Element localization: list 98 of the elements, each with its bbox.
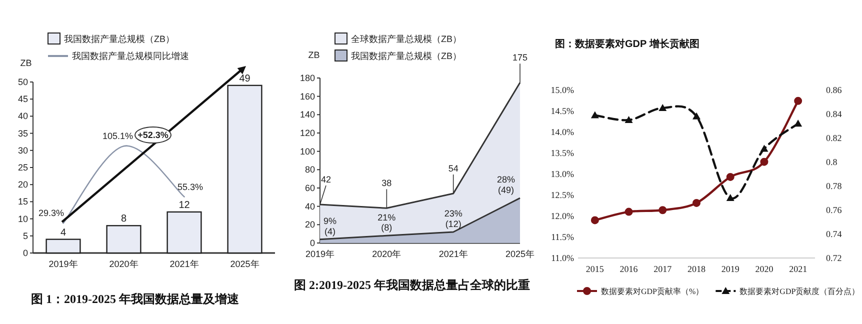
point xyxy=(726,172,734,181)
point xyxy=(692,112,700,120)
point xyxy=(658,206,667,214)
x-tick-label: 2017 xyxy=(654,264,672,274)
data-label: 12 xyxy=(178,200,190,211)
data-label: 175 xyxy=(512,52,528,63)
y2-tick-label: 0.76 xyxy=(826,205,842,215)
x-tick-label: 2025年 xyxy=(230,259,260,269)
y-tick-label: 10 xyxy=(18,214,28,224)
bar xyxy=(227,84,262,254)
y-tick-label: 35 xyxy=(18,128,28,138)
y-tick-label: 45 xyxy=(18,94,28,104)
bar xyxy=(166,211,202,254)
y2-tick-label: 0.8 xyxy=(826,157,838,167)
y-tick-label: 40 xyxy=(18,111,28,122)
data-label: 28% (49) xyxy=(496,174,516,196)
x-tick-label: 2020年 xyxy=(372,249,402,259)
point xyxy=(726,194,734,201)
y2-tick-label: 0.86 xyxy=(826,85,842,95)
y2-tick-label: 0.82 xyxy=(826,133,842,143)
point xyxy=(658,104,667,111)
y-tick-label: 5 xyxy=(22,230,28,241)
data-label: 42 xyxy=(320,174,332,184)
y-tick-label: 0 xyxy=(310,238,315,248)
data-label: 29.3% xyxy=(38,208,64,218)
bar xyxy=(46,238,81,254)
point xyxy=(760,144,768,152)
y-tick-label: 12.0% xyxy=(550,211,574,221)
x-tick-label: 2020年 xyxy=(109,259,138,269)
data-label: 9% (4) xyxy=(323,216,337,236)
x-tick-label: 2025年 xyxy=(505,249,535,259)
data-label: 38 xyxy=(382,178,392,188)
data-label: 4 xyxy=(60,227,66,238)
point xyxy=(794,96,802,105)
x-tick-label: 2016 xyxy=(620,264,638,274)
y-tick-label: 30 xyxy=(18,145,28,156)
point xyxy=(624,116,633,123)
point xyxy=(794,120,802,127)
point xyxy=(760,158,768,166)
legend-label: 我国数据产量总规模同比增速 xyxy=(72,51,189,61)
y-tick-label: 120 xyxy=(300,128,315,138)
legend-label: 我国数据产量总规模（ZB） xyxy=(351,51,462,61)
y-tick-label: 25 xyxy=(18,162,28,172)
point xyxy=(624,208,633,216)
x-tick-label: 2015 xyxy=(586,264,604,274)
y-axis-title: ZB xyxy=(308,50,320,60)
y-tick-label: 11.5% xyxy=(551,232,574,242)
data-label: 49 xyxy=(239,73,251,84)
annotation: +52.3% xyxy=(138,130,168,140)
y-tick-label: 13.0% xyxy=(550,169,574,179)
y2-tick-label: 0.78 xyxy=(826,181,842,191)
data-label: 55.3% xyxy=(177,182,204,192)
y-tick-label: 0 xyxy=(22,248,28,258)
y-tick-label: 20 xyxy=(18,180,28,190)
x-tick-label: 2021年 xyxy=(170,259,199,269)
y-tick-label: 15.0% xyxy=(550,85,574,95)
y2-tick-label: 0.72 xyxy=(826,253,842,263)
y-tick-label: 15 xyxy=(18,196,28,207)
bar xyxy=(106,225,142,254)
point xyxy=(692,198,700,207)
point xyxy=(590,111,599,118)
data-label: 21% (8) xyxy=(378,212,396,233)
y-tick-label: 14.0% xyxy=(550,127,574,137)
y-tick-label: 13.5% xyxy=(550,148,574,158)
y-tick-label: 14.5% xyxy=(550,106,574,116)
y-tick-label: 80 xyxy=(304,164,315,175)
y2-tick-label: 0.84 xyxy=(826,109,842,119)
x-tick-label: 2021 xyxy=(789,264,808,274)
x-tick-label: 2019 xyxy=(721,264,740,274)
y-tick-label: 12.5% xyxy=(550,190,574,200)
legend-label: 数据要素对GDP贡献度（百分点） xyxy=(740,287,860,296)
y-tick-label: 160 xyxy=(300,91,315,102)
text: 图 1：2019-2025 年我国数据总量及增速 xyxy=(31,292,240,306)
y-tick-label: 60 xyxy=(304,183,315,193)
x-tick-label: 2021年 xyxy=(438,249,468,259)
data-label: 54 xyxy=(448,164,458,174)
text: 图 2:2019-2025 年我国数据总量占全球的比重 xyxy=(294,278,530,292)
x-tick-label: 2018 xyxy=(688,264,706,274)
data-label: 23% (12) xyxy=(444,208,462,229)
y-tick-label: 50 xyxy=(18,77,28,87)
x-tick-label: 2020 xyxy=(755,264,774,274)
x-tick-label: 2019年 xyxy=(305,249,335,259)
legend-label: 我国数据产量总规模（ZB） xyxy=(64,34,175,44)
legend-label: 全球数据产量总规模（ZB） xyxy=(351,34,462,44)
chart-title: 图：数据要素对GDP 增长贡献图 xyxy=(555,38,700,50)
legend-label: 数据要素对GDP贡献率（%） xyxy=(601,287,704,296)
point xyxy=(590,216,599,224)
y-axis-title: ZB xyxy=(20,58,32,68)
y2-tick-label: 0.74 xyxy=(826,229,842,239)
y-tick-label: 20 xyxy=(304,220,315,230)
y-tick-label: 180 xyxy=(300,73,315,83)
y-tick-label: 100 xyxy=(300,146,315,156)
x-tick-label: 2019年 xyxy=(48,259,78,269)
data-label: 105.1% xyxy=(102,131,134,142)
y-tick-label: 140 xyxy=(300,110,315,120)
y-tick-label: 11.0% xyxy=(551,253,574,263)
data-label: 8 xyxy=(120,214,127,225)
y-tick-label: 40 xyxy=(304,201,315,212)
